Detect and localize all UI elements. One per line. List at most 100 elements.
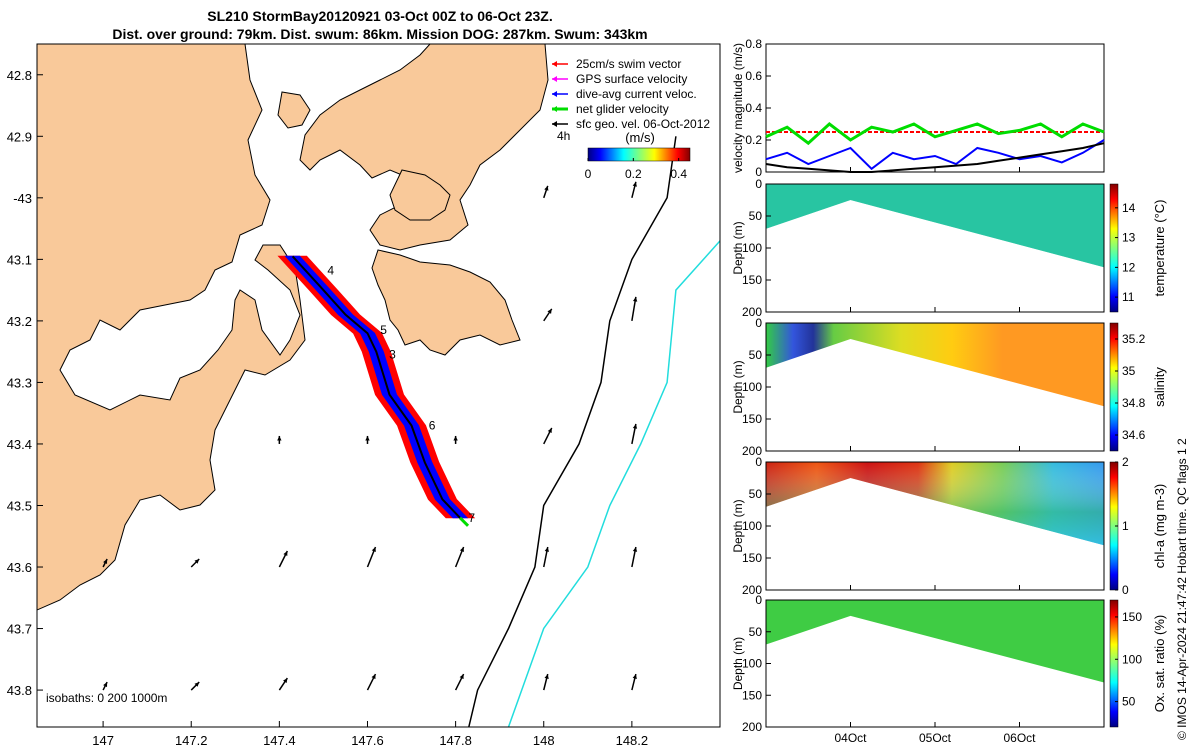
- section-sampled-region: [766, 600, 1104, 683]
- surface-velocity-arrowhead: [547, 308, 552, 314]
- surface-velocity-arrowhead: [547, 427, 552, 433]
- net-velocity-arrow: [458, 516, 470, 527]
- day-marker-label: 3: [389, 348, 396, 362]
- section-colorbar-tick-label: 13: [1122, 231, 1136, 245]
- section-colorbar-tick-label: 100: [1122, 652, 1142, 666]
- surface-velocity-arrowhead: [544, 674, 549, 679]
- section-ylabel: Depth (m): [731, 221, 745, 274]
- map-xtick-label: 148.2: [616, 733, 649, 748]
- section-colorbar-tick-label: 35: [1122, 364, 1136, 378]
- section-ytick-label: 150: [742, 551, 762, 565]
- section-colorbar: [1109, 183, 1119, 313]
- figure-title-line2: Dist. over ground: 79km. Dist. swum: 86k…: [112, 26, 648, 42]
- section-colorbar-label: chl-a (mg m-3): [1152, 484, 1167, 569]
- section-colorbar-tick-label: 50: [1122, 695, 1136, 709]
- land-layer: [37, 44, 549, 611]
- section-colorbar: [1109, 322, 1119, 452]
- speed-colorbar-gradient: [587, 147, 691, 162]
- section-ytick-label: 150: [742, 273, 762, 287]
- section-ytick-label: 0: [755, 177, 762, 191]
- section-ytick-label: 100: [742, 519, 762, 533]
- velocity-ytick-label: 0.4: [745, 101, 762, 115]
- section-ytick-label: 100: [742, 241, 762, 255]
- map-xtick-label: 147.6: [351, 733, 384, 748]
- surface-velocity-arrowhead: [103, 682, 108, 688]
- map-xtick-label: 147.8: [439, 733, 472, 748]
- section-colorbar-tick-label: 35.2: [1122, 332, 1146, 346]
- map-ytick-label: 42.9: [7, 129, 32, 144]
- velocity-axes: [765, 43, 1105, 173]
- velocity-ylabel: velocity magnitude (m/s): [731, 43, 745, 173]
- legend-entry: 25cm/s swim vector: [576, 57, 681, 71]
- surface-velocity-arrowhead: [459, 674, 464, 680]
- map-xtick-label: 147: [92, 733, 114, 748]
- map-xtick-label: 147.2: [175, 733, 208, 748]
- section-ylabel: Depth (m): [731, 499, 745, 552]
- surface-velocity-arrowhead: [632, 674, 637, 679]
- speed-colorbar-tick-label: 0: [585, 167, 592, 181]
- legend-entry: net glider velocity: [576, 102, 669, 116]
- section-ytick-label: 200: [742, 444, 762, 458]
- copyright-note: © IMOS 14-Apr-2024 21:47:42 Hobart time.…: [1175, 438, 1189, 740]
- section-colorbar-tick-label: 34.6: [1122, 428, 1146, 442]
- section-ytick-label: 0: [755, 593, 762, 607]
- surface-velocity-arrowhead: [277, 435, 282, 441]
- section-colorbar-label: salinity: [1152, 367, 1167, 407]
- legend-swatch-head: [552, 61, 557, 67]
- surface-velocity-arrowhead: [194, 559, 200, 564]
- velocity-ytick-label: 0.8: [745, 37, 762, 51]
- map-xtick-label: 148: [533, 733, 555, 748]
- surface-velocity-arrowhead: [632, 296, 638, 302]
- surface-velocity-arrowhead: [632, 181, 637, 187]
- legend-entry: dive-avg current veloc.: [576, 87, 697, 101]
- section-colorbar-tick-label: 12: [1122, 260, 1136, 274]
- section-colorbar-tick-label: 1: [1122, 519, 1129, 533]
- legend-swatch-head: [552, 76, 557, 82]
- map-ytick-label: 43.5: [7, 498, 32, 513]
- section-ytick-label: 150: [742, 688, 762, 702]
- day-marker-label: 6: [429, 418, 436, 432]
- section-temperature-overlay: [766, 184, 1104, 268]
- section-colorbar-tick-label: 14: [1122, 201, 1136, 215]
- day-marker-label: 5: [380, 323, 387, 337]
- speed-colorbar-tick-label: 0.4: [670, 167, 687, 181]
- section-ytick-label: 50: [749, 348, 763, 362]
- surface-velocity-arrowhead: [459, 547, 464, 553]
- map-ytick-label: 43.4: [7, 437, 32, 452]
- map-ytick-label: -43: [13, 191, 32, 206]
- surface-velocity-arrowhead: [544, 547, 549, 552]
- time-tick-label: 04Oct: [834, 731, 867, 745]
- surface-velocity-arrowhead: [453, 435, 458, 441]
- section-ytick-label: 200: [742, 583, 762, 597]
- section-ytick-label: 50: [749, 209, 763, 223]
- time-tick-label: 06Oct: [1003, 731, 1036, 745]
- surface-velocity-arrowhead: [371, 547, 376, 553]
- map-ytick-label: 43.1: [7, 252, 32, 267]
- velocity-series-line: [765, 122, 1105, 146]
- section-ytick-label: 0: [755, 316, 762, 330]
- legend-swatch-head: [552, 91, 557, 97]
- map-ytick-label: 43.8: [7, 683, 32, 698]
- section-ytick-label: 50: [749, 625, 763, 639]
- surface-velocity-arrowhead: [365, 435, 370, 441]
- surface-velocity-arrowhead: [283, 678, 288, 684]
- surface-velocity-arrowhead: [103, 559, 108, 565]
- speed-colorbar-tick-label: 0.2: [625, 167, 642, 181]
- section-sampled-region: [766, 184, 1104, 268]
- section-ytick-label: 100: [742, 657, 762, 671]
- legend-swatch-head: [552, 121, 557, 127]
- section-colorbar-tick-label: 34.8: [1122, 396, 1146, 410]
- surface-velocity-arrowhead: [544, 185, 549, 191]
- surface-velocity-arrowhead: [371, 674, 376, 680]
- isobath-label: isobaths: 0 200 1000m: [46, 691, 167, 705]
- legend-swatch-head: [552, 106, 557, 112]
- isobath-200m: [468, 136, 677, 727]
- land-west: [37, 44, 306, 611]
- map-ytick-label: 43.3: [7, 375, 32, 390]
- section-colorbar-tick-label: 150: [1122, 610, 1142, 624]
- speed-colorbar-label: (m/s): [625, 130, 655, 145]
- speed-colorbar: (m/s) 4h 0 0.2 0.4: [557, 129, 691, 181]
- map-ytick-label: 42.8: [7, 68, 32, 83]
